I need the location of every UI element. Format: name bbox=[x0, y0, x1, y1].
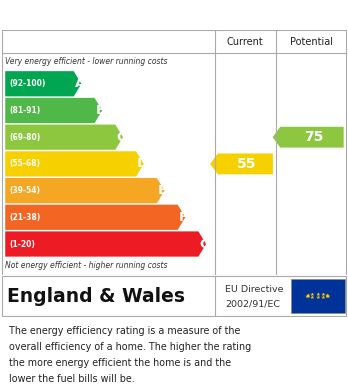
Text: (1-20): (1-20) bbox=[9, 240, 35, 249]
Text: D: D bbox=[137, 158, 148, 170]
Polygon shape bbox=[5, 204, 185, 230]
Text: Energy Efficiency Rating: Energy Efficiency Rating bbox=[9, 7, 211, 23]
Text: EU Directive: EU Directive bbox=[225, 285, 284, 294]
Text: 2002/91/EC: 2002/91/EC bbox=[225, 299, 280, 308]
Text: F: F bbox=[179, 211, 188, 224]
Polygon shape bbox=[5, 98, 102, 123]
Text: overall efficiency of a home. The higher the rating: overall efficiency of a home. The higher… bbox=[9, 342, 251, 352]
Text: Very energy efficient - lower running costs: Very energy efficient - lower running co… bbox=[5, 57, 168, 66]
Text: ★: ★ bbox=[321, 295, 325, 300]
Polygon shape bbox=[272, 127, 344, 147]
Bar bbox=[291, 279, 345, 313]
Text: ★: ★ bbox=[304, 294, 309, 298]
Polygon shape bbox=[210, 154, 273, 174]
Text: ★: ★ bbox=[324, 292, 329, 298]
Text: The energy efficiency rating is a measure of the: The energy efficiency rating is a measur… bbox=[9, 326, 240, 336]
Text: ★: ★ bbox=[315, 295, 320, 300]
Text: England & Wales: England & Wales bbox=[7, 287, 185, 305]
Text: A: A bbox=[74, 77, 85, 90]
Text: 55: 55 bbox=[237, 157, 257, 171]
Text: (92-100): (92-100) bbox=[9, 79, 46, 88]
Polygon shape bbox=[5, 71, 81, 97]
Text: ★: ★ bbox=[321, 292, 325, 297]
Text: lower the fuel bills will be.: lower the fuel bills will be. bbox=[9, 374, 134, 384]
Polygon shape bbox=[5, 178, 165, 203]
Text: ★: ★ bbox=[315, 292, 320, 297]
Text: ★: ★ bbox=[306, 292, 311, 298]
Polygon shape bbox=[5, 125, 123, 150]
Text: (39-54): (39-54) bbox=[9, 186, 40, 195]
Text: B: B bbox=[95, 104, 105, 117]
Text: (55-68): (55-68) bbox=[9, 160, 40, 169]
Text: Potential: Potential bbox=[291, 37, 333, 47]
Polygon shape bbox=[5, 151, 144, 176]
Text: Current: Current bbox=[227, 37, 264, 47]
Text: the more energy efficient the home is and the: the more energy efficient the home is an… bbox=[9, 358, 231, 368]
Text: (69-80): (69-80) bbox=[9, 133, 41, 142]
Polygon shape bbox=[5, 231, 206, 256]
Text: ★: ★ bbox=[324, 294, 329, 300]
Text: ★: ★ bbox=[310, 292, 315, 297]
Text: E: E bbox=[158, 184, 167, 197]
Text: (81-91): (81-91) bbox=[9, 106, 41, 115]
Text: ★: ★ bbox=[326, 294, 331, 298]
Text: C: C bbox=[116, 131, 126, 143]
Text: (21-38): (21-38) bbox=[9, 213, 41, 222]
Text: ★: ★ bbox=[306, 294, 311, 300]
Text: ★: ★ bbox=[310, 295, 315, 300]
Text: 75: 75 bbox=[304, 130, 323, 144]
Text: G: G bbox=[199, 237, 210, 251]
Text: Not energy efficient - higher running costs: Not energy efficient - higher running co… bbox=[5, 262, 168, 271]
